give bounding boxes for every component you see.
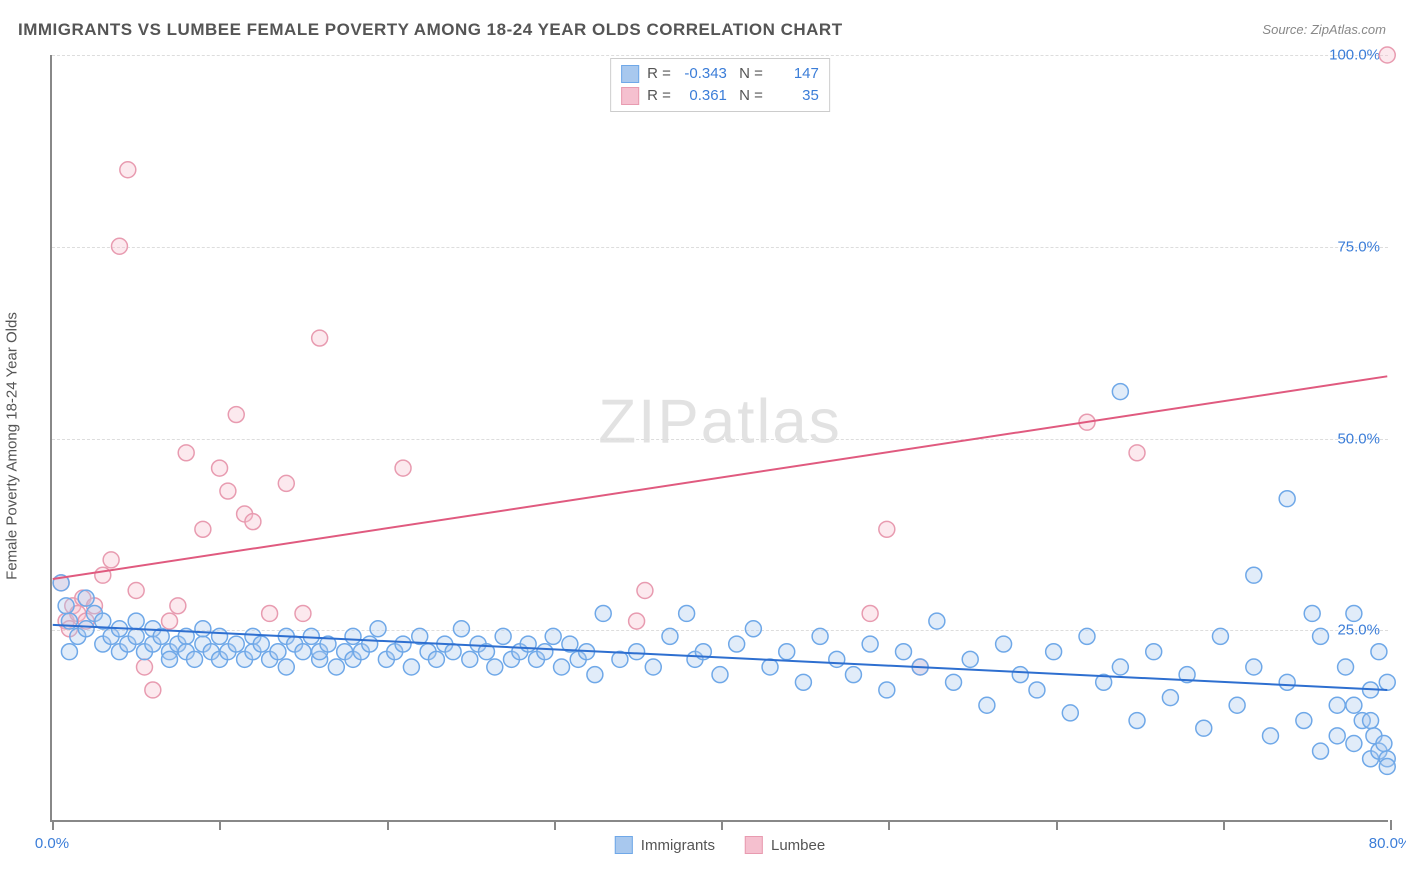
chart-title: IMMIGRANTS VS LUMBEE FEMALE POVERTY AMON… <box>18 20 843 40</box>
plot-area: ZIPatlas 25.0%50.0%75.0%100.0% 0.0%80.0%… <box>50 55 1388 822</box>
n-label: N = <box>735 63 763 85</box>
swatch-immigrants <box>621 65 639 83</box>
r-label: R = <box>647 63 671 85</box>
x-tick-label: 80.0% <box>1369 835 1406 852</box>
n-label: N = <box>735 85 763 107</box>
correlation-legend: R = -0.343 N = 147 R = 0.361 N = 35 <box>610 58 830 112</box>
series-legend: Immigrants Lumbee <box>615 836 825 854</box>
y-axis-title: Female Poverty Among 18-24 Year Olds <box>4 312 21 580</box>
legend-item-lumbee: Lumbee <box>745 836 825 854</box>
swatch-lumbee <box>621 87 639 105</box>
n-value-immigrants: 147 <box>771 63 819 85</box>
r-value-immigrants: -0.343 <box>679 63 727 85</box>
r-value-lumbee: 0.361 <box>679 85 727 107</box>
chart-container: IMMIGRANTS VS LUMBEE FEMALE POVERTY AMON… <box>0 0 1406 892</box>
n-value-lumbee: 35 <box>771 85 819 107</box>
legend-label-immigrants: Immigrants <box>641 837 715 854</box>
swatch-lumbee-bottom <box>745 836 763 854</box>
x-tick-label: 0.0% <box>35 835 69 852</box>
legend-row-immigrants: R = -0.343 N = 147 <box>621 63 819 85</box>
source-label: Source: <box>1262 22 1307 37</box>
r-label: R = <box>647 85 671 107</box>
source-attribution: Source: ZipAtlas.com <box>1262 22 1386 37</box>
legend-label-lumbee: Lumbee <box>771 837 825 854</box>
swatch-immigrants-bottom <box>615 836 633 854</box>
legend-item-immigrants: Immigrants <box>615 836 715 854</box>
scatter-svg <box>52 55 1388 820</box>
source-value: ZipAtlas.com <box>1311 22 1386 37</box>
legend-row-lumbee: R = 0.361 N = 35 <box>621 85 819 107</box>
